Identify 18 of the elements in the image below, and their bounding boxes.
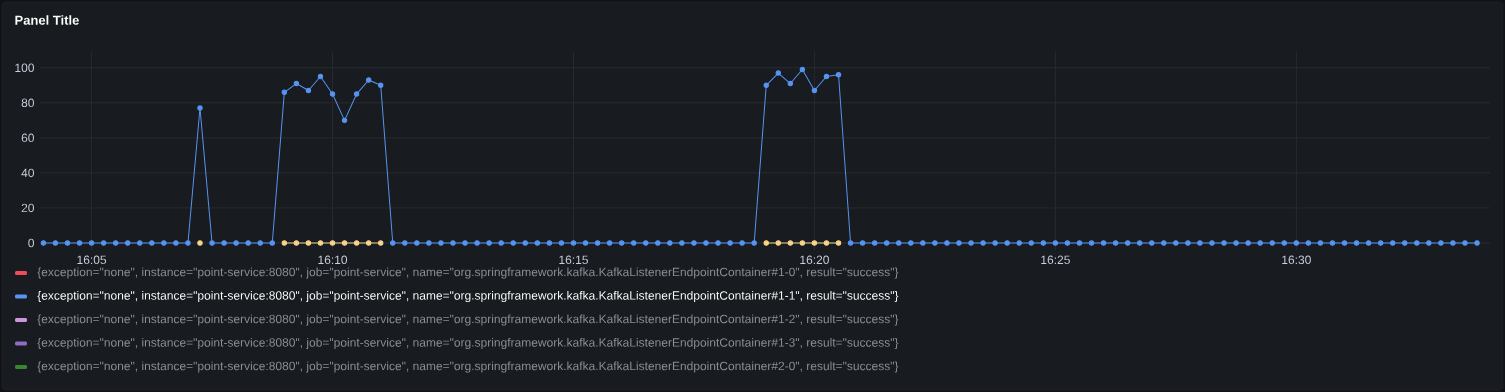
- y-tick-label: 100: [15, 63, 35, 73]
- chart-title: Panel Title: [15, 15, 79, 25]
- x-tick-label: 16:10: [318, 255, 348, 265]
- legend-label: {exception="none", instance="point-service:8080", job="point-service", name="org.springframework.kafka.KafkaListenerEndpointContainer#1-0", result="success"}: [37, 267, 899, 279]
- x-tick-label: 16:05: [77, 255, 107, 265]
- legend-label: {exception="none", instance="point-service:8080", job="point-service", name="org.springframework.kafka.KafkaListenerEndpointContainer#1-3", result="success"}: [37, 337, 899, 350]
- y-tick-label: 40: [21, 168, 35, 178]
- legend-label: {exception="none", instance="point-service:8080", job="point-service", name="org.springframework.kafka.KafkaListenerEndpointContainer#1-1", result="success"}: [37, 290, 899, 303]
- y-tick-label: 20: [21, 203, 35, 213]
- legend-label: {exception="none", instance="point-service:8080", job="point-service", name="org.springframework.kafka.KafkaListenerEndpointContainer#2-0", result="success"}: [37, 361, 899, 373]
- x-tick-label: 16:20: [800, 255, 829, 265]
- y-tick-label: 0: [28, 238, 35, 248]
- y-tick-label: 80: [21, 98, 35, 108]
- legend-label: {exception="none", instance="point-service:8080", job="point-service", name="org.springframework.kafka.KafkaListenerEndpointContainer#1-2", result="success"}: [37, 314, 899, 326]
- x-tick-label: 16:15: [559, 255, 588, 265]
- x-tick-label: 16:25: [1041, 255, 1070, 265]
- x-tick-label: 16:30: [1282, 255, 1311, 265]
- y-tick-label: 60: [21, 133, 35, 143]
